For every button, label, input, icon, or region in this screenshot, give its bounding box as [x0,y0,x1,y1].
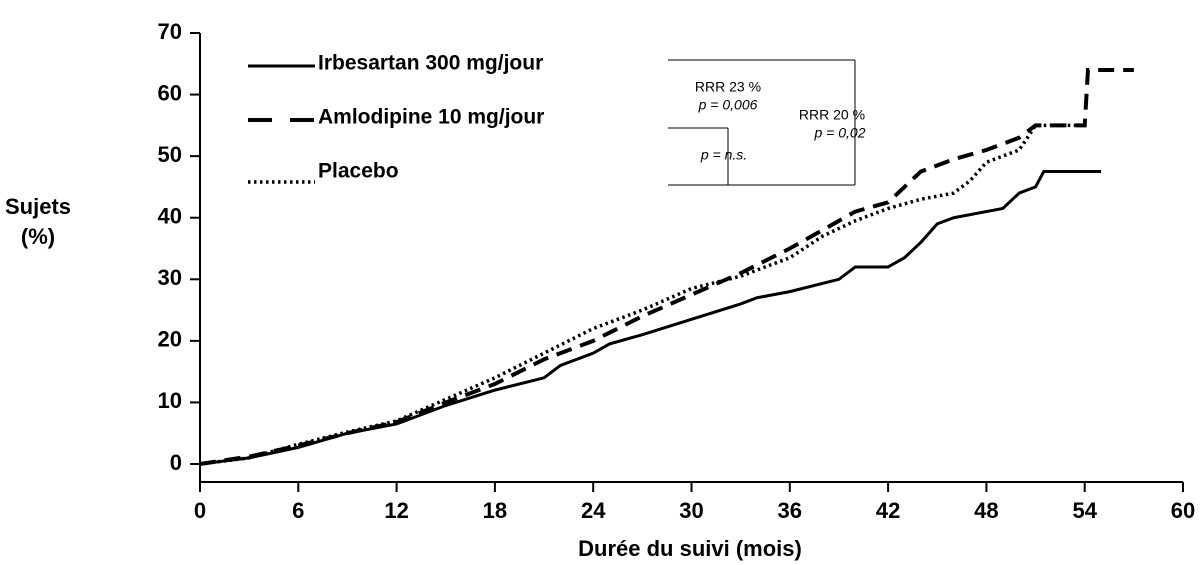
annotation: p = 0,006 [698,97,758,113]
annotation: p = 0,02 [814,125,866,141]
series-line [199,123,1085,466]
legend-label: Irbesartan 300 mg/jour [318,52,543,75]
x-tick-label: 60 [1171,498,1195,523]
annotation: RRR 20 % [799,107,865,123]
x-tick-label: 42 [876,498,900,523]
y-tick-label: 30 [158,265,182,290]
x-tick-label: 30 [679,498,703,523]
x-tick-label: 0 [194,498,206,523]
x-tick-label: 36 [778,498,802,523]
y-axis-label: Sujets (%) [4,194,72,249]
y-tick-label: 50 [158,142,182,167]
annotation-brackets [668,59,856,186]
x-tick-label: 6 [292,498,304,523]
x-tick-label: 18 [483,498,507,523]
legend-label: Amlodipine 10 mg/jour [318,106,544,129]
y-tick-label: 60 [158,80,182,105]
y-tick-label: 20 [158,327,182,352]
x-axis-label: Durée du suivi (mois) [578,536,802,561]
y-tick-label: 40 [158,204,182,229]
annotation: RRR 23 % [695,79,761,95]
annotation: p = n.s. [700,147,747,163]
x-tick-label: 48 [974,498,998,523]
x-tick-label: 12 [384,498,408,523]
y-tick-label: 70 [158,19,182,44]
y-tick-label: 10 [158,388,182,413]
series-line [199,170,1102,466]
x-tick-label: 24 [581,498,606,523]
y-tick-label: 0 [170,450,182,475]
x-tick-label: 54 [1072,498,1097,523]
series-line [199,67,1134,466]
legend-label: Placebo [318,160,399,183]
